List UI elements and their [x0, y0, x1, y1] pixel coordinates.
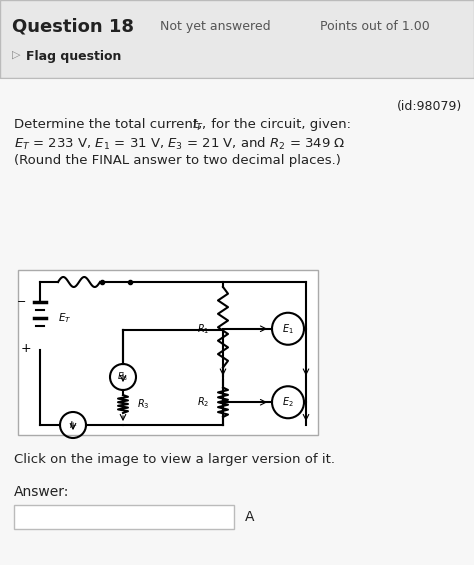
Text: $E_2$: $E_2$ — [282, 396, 294, 409]
Bar — [14, 505, 234, 529]
Text: Answer:: Answer: — [14, 485, 69, 499]
Bar — [18, 270, 318, 435]
Text: $R_1$: $R_1$ — [197, 322, 209, 336]
Text: +: + — [21, 341, 31, 354]
Text: $E_1$: $E_1$ — [282, 322, 294, 336]
Text: $E_3$: $E_3$ — [118, 371, 128, 383]
Text: Determine the total current,: Determine the total current, — [14, 118, 207, 131]
Text: ▷: ▷ — [12, 50, 20, 60]
Text: Question 18: Question 18 — [12, 18, 134, 36]
Text: (Round the FINAL answer to two decimal places.): (Round the FINAL answer to two decimal p… — [14, 154, 341, 167]
Bar — [0, 0, 474, 78]
Text: (id:98079): (id:98079) — [397, 100, 462, 113]
Text: −: − — [18, 297, 27, 307]
Text: $E_T$ = 233 V, $E_1$ = 31 V, $E_3$ = 21 V, and $R_2$ = 349 Ω: $E_T$ = 233 V, $E_1$ = 31 V, $E_3$ = 21 … — [14, 136, 346, 152]
Text: for the circuit, given:: for the circuit, given: — [207, 118, 351, 131]
Text: Click on the image to view a larger version of it.: Click on the image to view a larger vers… — [14, 453, 335, 466]
Text: $R_2$: $R_2$ — [197, 396, 209, 409]
Text: A: A — [245, 510, 255, 524]
Text: $I_T$: $I_T$ — [69, 420, 77, 432]
Text: Not yet answered: Not yet answered — [160, 20, 271, 33]
Text: Points out of 1.00: Points out of 1.00 — [320, 20, 430, 33]
Bar — [0, 78, 474, 565]
Text: $\mathit{I_T}$,: $\mathit{I_T}$, — [192, 118, 207, 133]
Text: Flag question: Flag question — [26, 50, 121, 63]
Text: $R_3$: $R_3$ — [137, 397, 149, 411]
Text: $E_T$: $E_T$ — [58, 311, 72, 325]
